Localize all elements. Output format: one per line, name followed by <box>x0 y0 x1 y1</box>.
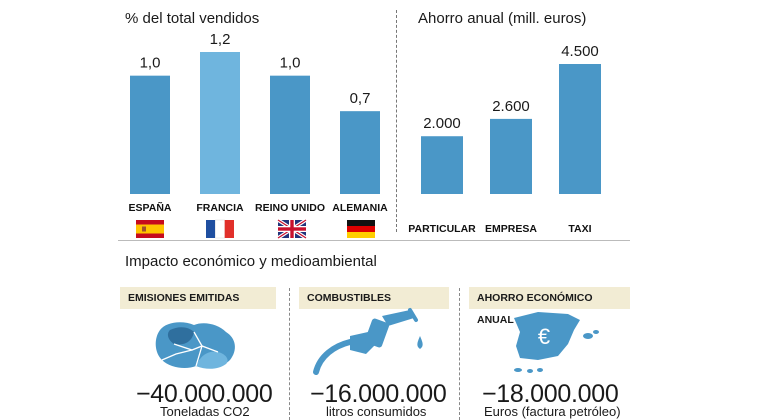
impact-section-title: Impacto económico y medioambiental <box>125 253 377 270</box>
chart2-svg: 2.000 2.600 4.500 PARTICULAR EMPRESA TAXI <box>408 43 601 235</box>
chart-divider <box>396 10 397 232</box>
savings-caption: Euros (factura petróleo) <box>484 404 621 419</box>
islands-map-icon <box>155 322 235 369</box>
chart1-bar-0 <box>130 75 170 194</box>
card-header-emissions: EMISIONES EMITIDAS <box>120 287 276 309</box>
chart1-value-label-1: 1,2 <box>210 31 231 48</box>
savings-value: −18.000.000 <box>482 380 619 408</box>
chart2-value-label-1: 2.600 <box>492 98 530 115</box>
flag-france-icon <box>206 219 234 239</box>
chart1-category-0: ESPAÑA <box>129 201 172 214</box>
chart2-value-label-2: 4.500 <box>561 43 599 60</box>
chart2-bar-2 <box>559 64 601 194</box>
flag-germany-icon <box>347 220 375 238</box>
card-divider-1 <box>289 288 290 420</box>
euro-symbol: € <box>538 324 550 349</box>
chart1-bar-2 <box>270 75 310 194</box>
fuel-caption: litros consumidos <box>326 404 427 419</box>
chart2-value-label-0: 2.000 <box>423 115 461 132</box>
emissions-caption: Toneladas CO2 <box>160 404 250 419</box>
flag-uk-icon <box>277 218 307 240</box>
chart1-value-label-2: 1,0 <box>280 55 301 72</box>
chart2-category-0: PARTICULAR <box>408 223 476 235</box>
card-header-savings: AHORRO ECONÓMICO ANUAL <box>469 287 630 326</box>
chart1-category-1: FRANCIA <box>196 202 244 214</box>
chart1-value-label-0: 1,0 <box>140 55 161 72</box>
fuel-value: −16.000.000 <box>310 380 447 408</box>
spain-map-icon: € <box>514 312 599 373</box>
chart1-svg: 1,0 1,2 1,0 0,7 ESPAÑA FRANCIA REINO UNIDO ALE… <box>129 31 388 240</box>
card-header-fuel: COMBUSTIBLES <box>299 287 449 309</box>
emissions-value: −40.000.000 <box>136 380 273 408</box>
chart1-value-label-3: 0,7 <box>350 90 371 107</box>
chart2-bar-0 <box>421 136 463 194</box>
chart1-title: % del total vendidos <box>125 10 260 27</box>
chart2-category-1: EMPRESA <box>485 223 537 235</box>
chart2-category-2: TAXI <box>568 223 591 235</box>
chart2-title: Ahorro anual (mill. euros) <box>418 10 587 27</box>
flag-spain-icon <box>136 220 164 238</box>
chart1-bar-3 <box>340 111 380 194</box>
chart1-bar-1 <box>200 52 240 194</box>
fuel-nozzle-icon <box>313 308 423 375</box>
card-divider-2 <box>459 288 460 420</box>
chart1-category-2: REINO UNIDO <box>255 202 325 214</box>
chart1-category-3: ALEMANIA <box>332 202 388 214</box>
section-rule <box>118 240 630 241</box>
chart2-bar-1 <box>490 118 532 194</box>
